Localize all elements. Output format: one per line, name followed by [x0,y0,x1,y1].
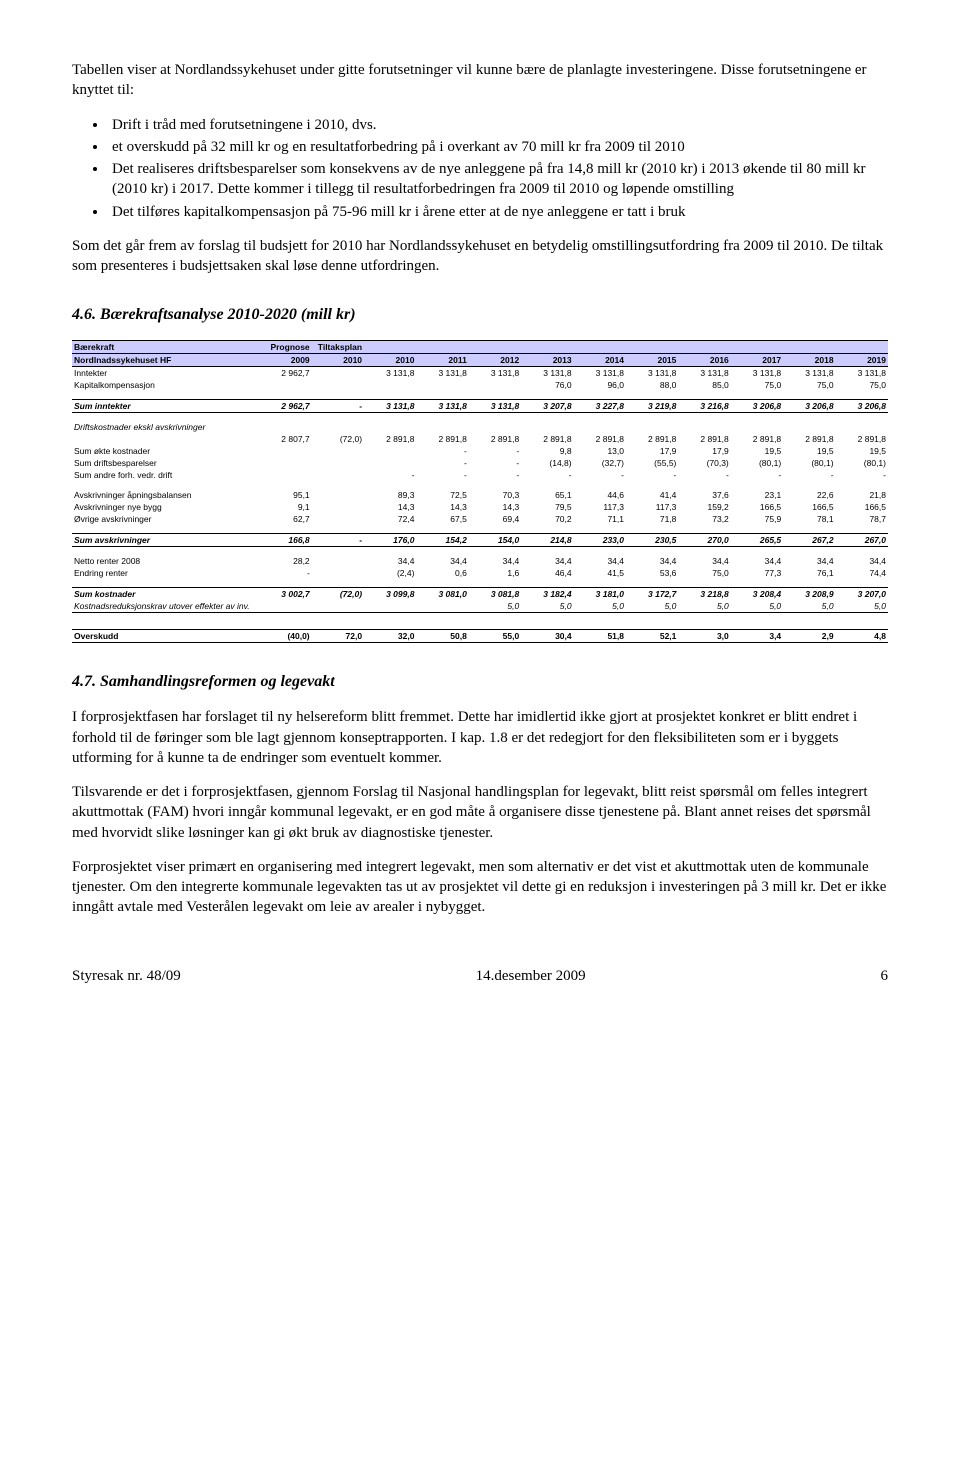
table-row: Sum andre forh. vedr. drift - - - - - - … [72,469,888,481]
table-row: Kostnadsreduksjonskrav utover effekter a… [72,600,888,613]
bullet-list: Drift i tråd med forutsetningene i 2010,… [72,115,888,222]
hdr-prognose: Prognose [259,341,311,354]
table-row: Inntekter 2 962,7 3 131,8 3 131,8 3 131,… [72,367,888,380]
table-row: Øvrige avskrivninger 62,7 72,4 67,5 69,4… [72,513,888,525]
table-row: Sum driftsbesparelser - - (14,8) (32,7) … [72,457,888,469]
table-row: 2 807,7 (72,0) 2 891,8 2 891,8 2 891,8 2… [72,433,888,445]
list-item: Drift i tråd med forutsetningene i 2010,… [108,115,888,135]
table-row: Avskrivninger nye bygg 9,1 14,3 14,3 14,… [72,501,888,513]
p47a: I forprosjektfasen har forslaget til ny … [72,707,888,768]
footer-date: 14.desember 2009 [476,968,586,985]
table-row: Kapitalkompensasjon 76,0 96,0 88,0 85,0 … [72,379,888,391]
intro-paragraph: Tabellen viser at Nordlandssykehuset und… [72,60,888,101]
table-row: Sum økte kostnader - - 9,8 13,0 17,9 17,… [72,445,888,457]
table-header: Bærekraft Prognose Tiltaksplan [72,341,888,354]
table-sum-inntekter: Sum inntekter 2 962,7 - 3 131,8 3 131,8 … [72,400,888,413]
table-row: Avskrivninger åpningsbalansen 95,1 89,3 … [72,489,888,501]
page-footer: Styresak nr. 48/09 14.desember 2009 6 [72,968,888,985]
list-item: Det tilføres kapitalkompensasjon på 75-9… [108,202,888,222]
table-years: Nordlnadssykehuset HF 2009 2010 2010 201… [72,354,888,367]
list-item: et overskudd på 32 mill kr og en resulta… [108,137,888,157]
table-row: Endring renter - (2,4) 0,6 1,6 46,4 41,5… [72,567,888,579]
p47c: Forprosjektet viser primært en organiser… [72,857,888,918]
footer-left: Styresak nr. 48/09 [72,968,181,985]
p47b: Tilsvarende er det i forprosjektfasen, g… [72,782,888,843]
table-sum-kostnader: Sum kostnader 3 002,7 (72,0) 3 099,8 3 0… [72,588,888,601]
barekraft-table: Bærekraft Prognose Tiltaksplan Nordlnads… [72,340,888,643]
table-overskudd: Overskudd (40,0) 72,0 32,0 50,8 55,0 30,… [72,630,888,643]
hdr-label: Bærekraft [72,341,259,354]
org-label: Nordlnadssykehuset HF [72,354,259,367]
section-46-heading: 4.6. Bærekraftsanalyse 2010-2020 (mill k… [72,306,888,324]
mid-paragraph: Som det går frem av forslag til budsjett… [72,236,888,277]
table-row: Driftskostnader ekskl avskrivninger [72,421,888,433]
section-47-heading: 4.7. Samhandlingsreformen og legevakt [72,673,888,691]
list-item: Det realiseres driftsbesparelser som kon… [108,159,888,200]
footer-page-number: 6 [880,968,888,985]
table-sum-avskrivninger: Sum avskrivninger 166,8 - 176,0 154,2 15… [72,534,888,547]
table-row: Netto renter 2008 28,2 34,4 34,4 34,4 34… [72,555,888,567]
hdr-tiltaksplan: Tiltaksplan [312,341,364,354]
